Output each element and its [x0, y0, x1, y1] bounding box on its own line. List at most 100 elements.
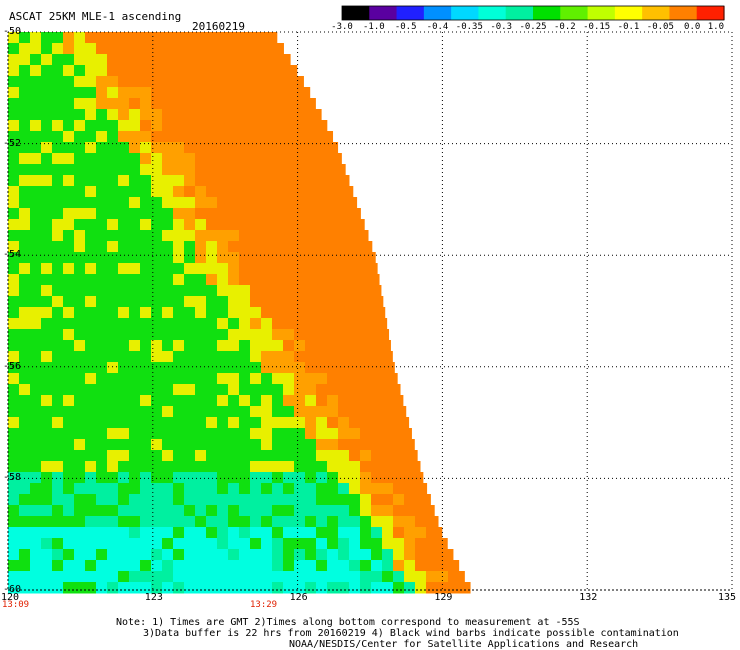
wind-cell	[30, 527, 42, 539]
wind-cell	[228, 109, 240, 121]
wind-cell	[217, 65, 229, 77]
wind-cell	[316, 417, 328, 429]
wind-cell	[239, 439, 251, 451]
wind-cell	[30, 373, 42, 385]
wind-cell	[283, 142, 295, 154]
wind-cell	[118, 395, 130, 407]
wind-cell	[239, 186, 251, 198]
wind-cell	[217, 285, 229, 297]
wind-cell	[140, 142, 152, 154]
wind-cell	[96, 285, 108, 297]
wind-cell	[8, 505, 20, 517]
wind-cell	[41, 76, 53, 88]
wind-cell	[96, 406, 108, 418]
wind-cell	[393, 439, 405, 451]
wind-cell	[217, 263, 229, 275]
wind-cell	[19, 43, 31, 55]
wind-cell	[118, 582, 130, 594]
wind-cell	[8, 516, 20, 528]
wind-cell	[41, 494, 53, 506]
wind-cell	[151, 263, 163, 275]
wind-cell	[272, 439, 284, 451]
wind-cell	[195, 483, 207, 495]
wind-cell	[41, 230, 53, 242]
wind-cell	[316, 131, 328, 143]
wind-cell	[294, 571, 306, 583]
wind-cell	[74, 43, 86, 55]
wind-cell	[382, 527, 394, 539]
wind-cell	[382, 538, 394, 550]
wind-cell	[327, 373, 339, 385]
wind-cell	[129, 296, 141, 308]
wind-cell	[85, 461, 97, 473]
wind-cell	[19, 87, 31, 99]
wind-cell	[118, 494, 130, 506]
wind-cell	[349, 362, 361, 374]
wind-cell	[283, 43, 284, 55]
wind-cell	[228, 252, 240, 264]
wind-cell	[19, 120, 31, 132]
wind-cell	[52, 351, 64, 363]
wind-cell	[184, 560, 196, 572]
wind-cell	[261, 241, 273, 253]
wind-cell	[283, 516, 295, 528]
wind-cell	[52, 571, 64, 583]
wind-cell	[261, 230, 273, 242]
wind-cell	[294, 109, 306, 121]
wind-cell	[173, 175, 185, 187]
colorbar-label: -0.15	[583, 22, 610, 30]
wind-cell	[184, 340, 196, 352]
wind-cell	[162, 65, 174, 77]
wind-cell	[261, 527, 273, 539]
wind-cell	[327, 450, 339, 462]
wind-cell	[96, 527, 108, 539]
wind-cell	[151, 395, 163, 407]
wind-cell	[151, 186, 163, 198]
wind-cell	[140, 571, 152, 583]
wind-cell	[173, 384, 185, 396]
wind-cell	[118, 439, 130, 451]
wind-cell	[283, 109, 295, 121]
wind-cell	[107, 318, 119, 330]
wind-cell	[305, 318, 317, 330]
wind-cell	[261, 516, 273, 528]
wind-cell	[195, 373, 207, 385]
wind-cell	[316, 329, 328, 341]
wind-cell	[129, 549, 141, 561]
wind-cell	[382, 307, 386, 319]
wind-cell	[316, 582, 328, 594]
wind-cell	[96, 296, 108, 308]
wind-cell	[272, 252, 284, 264]
wind-cell	[360, 406, 372, 418]
wind-cell	[151, 406, 163, 418]
wind-cell	[19, 263, 31, 275]
wind-cell	[228, 505, 240, 517]
wind-cell	[8, 582, 20, 594]
wind-cell	[228, 87, 240, 99]
wind-cell	[195, 362, 207, 374]
wind-cell	[129, 351, 141, 363]
wind-cell	[239, 461, 251, 473]
wind-cell	[382, 494, 394, 506]
wind-cell	[272, 329, 284, 341]
wind-cell	[250, 461, 262, 473]
colorbar-label: -0.35	[456, 22, 483, 30]
wind-cell	[217, 582, 229, 594]
wind-cell	[239, 384, 251, 396]
wind-cell	[272, 120, 284, 132]
wind-cell	[228, 296, 240, 308]
wind-cell	[239, 395, 251, 407]
wind-cell	[272, 516, 284, 528]
wind-cell	[239, 450, 251, 462]
wind-cell	[118, 384, 130, 396]
lon-tick-label: 120	[1, 592, 20, 603]
wind-cell	[305, 571, 317, 583]
wind-cell	[360, 263, 372, 275]
wind-cell	[206, 538, 218, 550]
wind-cell	[107, 538, 119, 550]
wind-cell	[162, 538, 174, 550]
wind-cell	[74, 175, 86, 187]
wind-cell	[30, 65, 42, 77]
wind-cell	[162, 43, 174, 55]
wind-cell	[184, 461, 196, 473]
